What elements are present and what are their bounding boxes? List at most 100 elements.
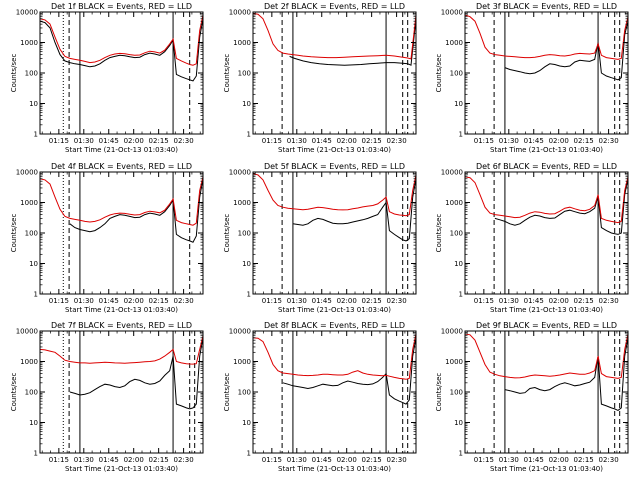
x-axis-label: Start Time (21-Oct-13 01:03:40)	[65, 306, 178, 314]
x-tick-label: 01:30	[499, 297, 519, 305]
y-tick-label: 1000	[445, 39, 463, 47]
y-tick-label: 1	[34, 291, 38, 299]
x-axis-label: Start Time (21-Oct-13 01:03:40)	[278, 306, 391, 314]
y-tick-label: 10000	[229, 169, 251, 177]
y-tick-label: 10000	[441, 9, 463, 17]
x-tick-label: 01:45	[99, 137, 119, 145]
x-tick-label: 02:15	[149, 297, 169, 305]
y-tick-label: 10	[454, 419, 463, 427]
plot-frame	[464, 11, 629, 135]
y-tick-label: 10	[242, 100, 251, 108]
x-tick-label: 02:30	[386, 137, 406, 145]
x-tick-label: 01:30	[287, 137, 307, 145]
plot-frame	[252, 330, 417, 454]
panel-title: Det 9f BLACK = Events, RED = LLD	[476, 321, 617, 330]
red-lld-series-line	[464, 176, 629, 224]
x-tick-label: 01:30	[499, 456, 519, 464]
x-tick-label: 01:30	[287, 456, 307, 464]
x-tick-label: 01:30	[74, 297, 94, 305]
x-tick-label: 01:30	[287, 297, 307, 305]
x-tick-label: 02:30	[386, 297, 406, 305]
x-tick-label: 02:30	[173, 137, 193, 145]
y-tick-label: 10	[242, 419, 251, 427]
x-tick-label: 01:30	[74, 137, 94, 145]
x-axis-label: Start Time (21-Oct-13 01:03:40)	[65, 146, 178, 154]
panel-title: Det 3f BLACK = Events, RED = LLD	[476, 2, 617, 11]
panel-title: Det 4f BLACK = Events, RED = LLD	[51, 162, 192, 171]
black-events-series-line	[69, 337, 204, 410]
y-tick-label: 1	[34, 131, 38, 139]
x-tick-label: 02:00	[549, 137, 569, 145]
x-tick-label: 02:15	[149, 456, 169, 464]
panel-title: Det 6f BLACK = Events, RED = LLD	[476, 162, 617, 171]
y-tick-label: 1000	[20, 199, 38, 207]
y-tick-label: 10000	[229, 328, 251, 336]
y-tick-label: 10	[454, 100, 463, 108]
y-axis-label: Counts/sec	[10, 54, 18, 93]
y-tick-label: 1000	[20, 358, 38, 366]
y-tick-label: 10	[29, 260, 38, 268]
y-axis-label: Counts/sec	[10, 373, 18, 412]
y-tick-label: 100	[25, 230, 38, 238]
red-lld-series-line	[39, 176, 204, 226]
y-tick-label: 1000	[445, 358, 463, 366]
x-axis-label: Start Time (21-Oct-13 01:03:40)	[490, 306, 603, 314]
panel-title: Det 7f BLACK = Events, RED = LLD	[51, 321, 192, 330]
y-tick-label: 1	[459, 291, 463, 299]
x-tick-label: 02:00	[124, 456, 144, 464]
panel-title: Det 8f BLACK = Events, RED = LLD	[264, 321, 405, 330]
panel-title: Det 2f BLACK = Events, RED = LLD	[264, 2, 405, 11]
x-tick-label: 01:45	[524, 137, 544, 145]
plot-frame	[39, 171, 204, 295]
x-tick-label: 01:45	[99, 456, 119, 464]
detector-panel-2: Det 2f BLACK = Events, RED = LLD 1 10 100 10…	[223, 2, 417, 154]
x-tick-label: 01:15	[49, 456, 69, 464]
y-axis-label: Counts/sec	[223, 214, 231, 253]
black-events-series-line	[504, 21, 629, 81]
y-tick-label: 10	[242, 260, 251, 268]
y-tick-label: 10	[29, 419, 38, 427]
detector-panel-7: Det 7f BLACK = Events, RED = LLD 1 10 100 10…	[10, 321, 204, 473]
y-tick-label: 1	[247, 291, 251, 299]
y-axis-label: Counts/sec	[435, 373, 443, 412]
x-tick-label: 02:30	[598, 137, 618, 145]
x-tick-label: 01:45	[312, 297, 332, 305]
detector-panel-6: Det 6f BLACK = Events, RED = LLD 1 10 100 10…	[435, 162, 629, 314]
y-axis-label: Counts/sec	[223, 373, 231, 412]
x-tick-label: 01:45	[524, 456, 544, 464]
detector-panel-9: Det 9f BLACK = Events, RED = LLD 1 10 100 10…	[435, 321, 629, 473]
x-axis-label: Start Time (21-Oct-13 01:03:40)	[490, 465, 603, 473]
y-tick-label: 1	[247, 131, 251, 139]
y-tick-label: 10000	[229, 9, 251, 17]
x-tick-label: 01:30	[499, 137, 519, 145]
y-tick-label: 1000	[233, 358, 251, 366]
y-tick-label: 100	[450, 70, 463, 78]
black-events-series-line	[504, 337, 629, 411]
x-tick-label: 02:30	[173, 456, 193, 464]
red-lld-series-line	[252, 172, 417, 217]
y-tick-label: 1000	[445, 199, 463, 207]
red-lld-series-line	[252, 333, 417, 380]
y-tick-label: 1	[34, 450, 38, 458]
black-events-series-line	[69, 178, 204, 243]
x-tick-label: 01:15	[262, 297, 282, 305]
x-tick-label: 01:15	[474, 297, 494, 305]
x-tick-label: 02:15	[362, 137, 382, 145]
red-lld-series-line	[464, 14, 629, 60]
black-events-series-line	[289, 18, 417, 66]
plot-frame	[252, 11, 417, 135]
y-tick-label: 100	[238, 389, 251, 397]
x-axis-label: Start Time (21-Oct-13 01:03:40)	[278, 146, 391, 154]
x-tick-label: 01:45	[312, 456, 332, 464]
x-tick-label: 02:00	[124, 137, 144, 145]
y-tick-label: 1	[459, 450, 463, 458]
x-axis-label: Start Time (21-Oct-13 01:03:40)	[278, 465, 391, 473]
x-tick-label: 02:00	[549, 456, 569, 464]
y-axis-label: Counts/sec	[223, 54, 231, 93]
x-tick-label: 01:15	[474, 137, 494, 145]
x-tick-label: 01:15	[49, 137, 69, 145]
y-tick-label: 10	[29, 100, 38, 108]
y-tick-label: 100	[25, 70, 38, 78]
y-tick-label: 100	[450, 230, 463, 238]
x-tick-label: 02:15	[362, 297, 382, 305]
